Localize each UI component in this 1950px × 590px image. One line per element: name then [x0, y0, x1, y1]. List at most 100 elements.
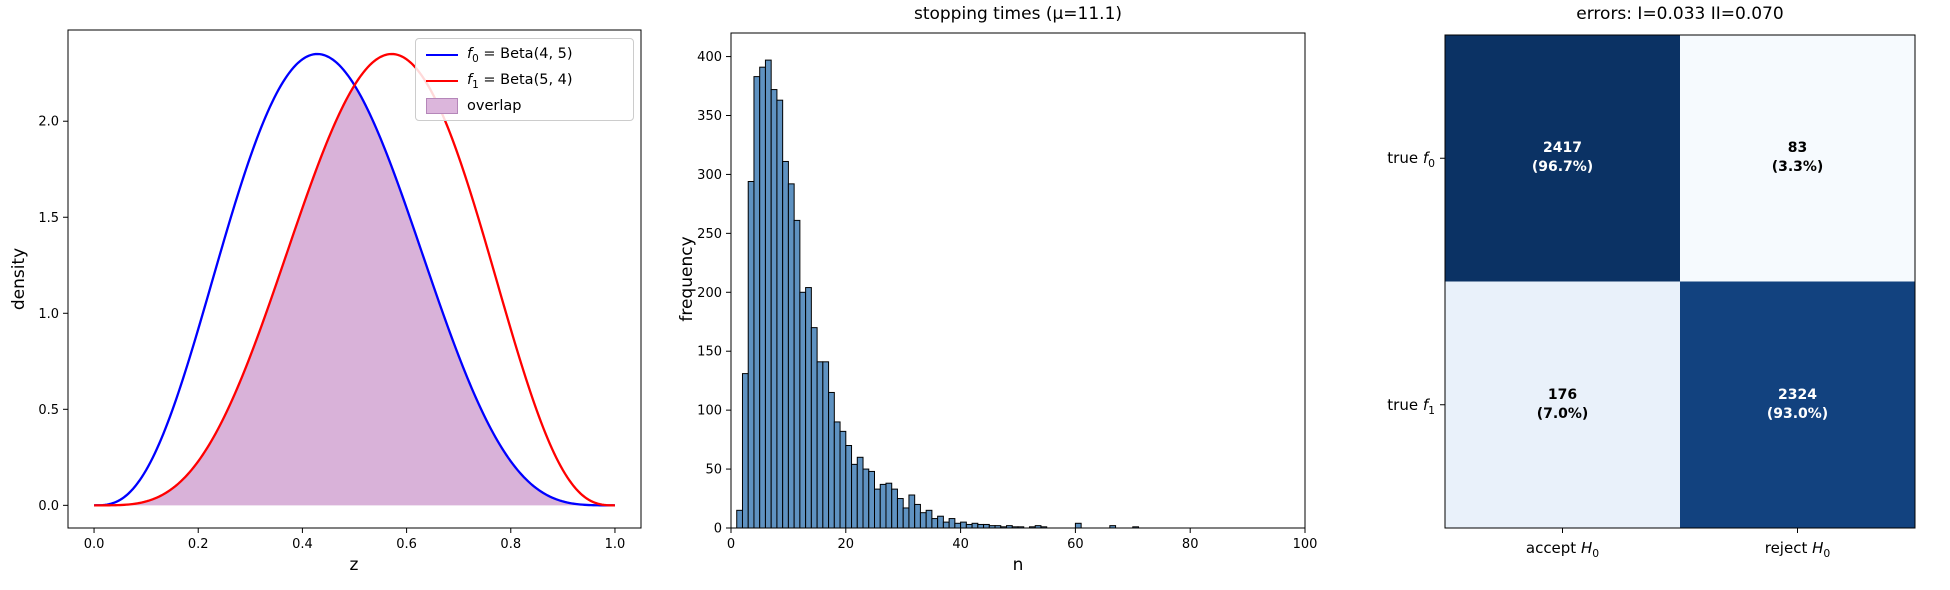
histogram-bar [822, 361, 830, 529]
histogram-bar [845, 445, 853, 529]
y-tick-label: 100 [697, 404, 722, 419]
legend: f0 = Beta(4, 5) f1 = Beta(5, 4) overlap [415, 38, 634, 121]
y-tick-label: 50 [705, 463, 722, 478]
x-tick-label: 0.8 [500, 537, 521, 552]
axes-spines [67, 29, 642, 529]
y-tick-label: 250 [697, 227, 722, 242]
histogram-bar [908, 494, 916, 529]
x-tick-label: 1.0 [605, 537, 626, 552]
histogram-bar [971, 522, 979, 529]
error-matrix [1440, 34, 1916, 533]
x-tick-label: 0.0 [84, 537, 105, 552]
x-tick-label: 80 [1182, 537, 1199, 552]
y-tick-label: 150 [697, 345, 722, 360]
matrix-col-label: accept H0 [1525, 539, 1600, 560]
y-tick-label: 0.5 [38, 403, 59, 418]
matrix-cell [1445, 281, 1680, 528]
histogram-bar [787, 183, 795, 529]
histogram-bar [919, 512, 927, 529]
histogram-bar [828, 391, 835, 529]
histogram-yaxis-label: frequency [677, 236, 697, 321]
histogram-bar [902, 507, 910, 529]
histogram-bar [965, 523, 973, 529]
matrix-row-label: true f0 [1387, 149, 1435, 171]
matrix-row-label: true f1 [1387, 395, 1435, 417]
x-tick-label: 0.6 [396, 537, 417, 552]
x-tick-label: 60 [1067, 537, 1084, 552]
legend-entry-label: f1 = Beta(5, 4) [467, 71, 573, 91]
histogram-bar [839, 430, 847, 529]
cell-count: 176 [1547, 386, 1578, 403]
cell-percent: (3.3%) [1771, 159, 1824, 176]
legend-entry-overlap: overlap [426, 97, 623, 114]
histogram-bar [770, 89, 778, 529]
histogram-bar [896, 498, 904, 529]
matrix-cell [1445, 35, 1680, 282]
histogram-bar [856, 456, 864, 529]
overlap-area [94, 85, 615, 506]
legend-line-swatch [426, 54, 458, 57]
legend-entry-label: f0 = Beta(4, 5) [467, 46, 573, 65]
histogram-bar [862, 468, 870, 529]
histogram-bar [736, 509, 743, 529]
matrix-cell-annotation: 2324 (93.0%) [1698, 386, 1898, 424]
histogram-xaxis-label: n [1013, 555, 1024, 575]
cell-count: 2417 [1543, 140, 1582, 157]
histogram-bar [885, 482, 893, 529]
density-plot: 0.0 0.2 0.4 0.6 0.8 1.0 0.0 0.5 1.0 1.5 2.0 [38, 29, 642, 552]
histogram-bar [937, 515, 944, 529]
histogram-bar [753, 76, 761, 529]
matrix-cell-annotation: 2417 (96.7%) [1463, 139, 1663, 177]
density-xaxis-label: z [350, 555, 359, 575]
legend-patch-swatch [426, 97, 458, 114]
y-tick-label: 1.5 [38, 211, 59, 226]
x-tick-label: 40 [952, 537, 969, 552]
histogram-bar [776, 99, 784, 529]
histogram-bar [977, 523, 985, 529]
legend-entry-label: overlap [467, 97, 522, 114]
y-tick-label: 400 [697, 50, 722, 65]
y-tick-label: 1.0 [38, 307, 59, 322]
y-tick-label: 200 [697, 286, 722, 301]
x-tick-label: 0 [727, 537, 735, 552]
cell-percent: (7.0%) [1536, 405, 1589, 422]
histogram-bar [879, 483, 887, 529]
histogram-bar [948, 518, 956, 529]
stopping-times-histogram: 0 20 40 60 80 100 0 50 100 150 200 250 300 350 400 [697, 32, 1318, 552]
density-yaxis-label: density [9, 248, 29, 310]
x-tick-label: 0.2 [188, 537, 209, 552]
histogram-bar [833, 421, 841, 529]
histogram-title: stopping times (μ=11.1) [913, 4, 1123, 24]
cell-count: 2324 [1778, 386, 1817, 403]
y-tick-label: 300 [697, 168, 722, 183]
histogram-bar [874, 488, 881, 529]
histogram-bar [942, 521, 950, 529]
legend-entry-f1: f1 = Beta(5, 4) [426, 72, 623, 91]
histogram-bar [759, 66, 766, 529]
matrix-cell-annotation: 176 (7.0%) [1463, 386, 1663, 424]
histogram-bar [764, 59, 772, 529]
x-tick-label: 20 [838, 537, 855, 552]
histogram-bar [868, 470, 876, 529]
y-tick-label: 2.0 [38, 115, 59, 130]
histogram-bar [1074, 522, 1082, 529]
cell-percent: (93.0%) [1766, 405, 1829, 422]
histogram-bar [793, 219, 801, 529]
histogram-bar [816, 361, 824, 529]
histogram-bar [891, 488, 898, 529]
legend-line-swatch [426, 80, 458, 83]
x-tick-label: 0.4 [292, 537, 313, 552]
y-tick-label: 0.0 [38, 499, 59, 514]
matrix-col-label: reject H0 [1764, 539, 1831, 560]
histogram-bar [799, 291, 807, 529]
histogram-bar [805, 287, 812, 529]
curve-f1 [94, 52, 615, 507]
axes-spines [1444, 34, 1916, 529]
legend-entry-f0: f0 = Beta(4, 5) [426, 46, 623, 65]
histogram-bar [741, 373, 749, 529]
x-tick-label: 100 [1293, 537, 1318, 552]
cell-percent: (96.7%) [1531, 159, 1594, 176]
matrix-cell-annotation: 83 (3.3%) [1698, 139, 1898, 177]
